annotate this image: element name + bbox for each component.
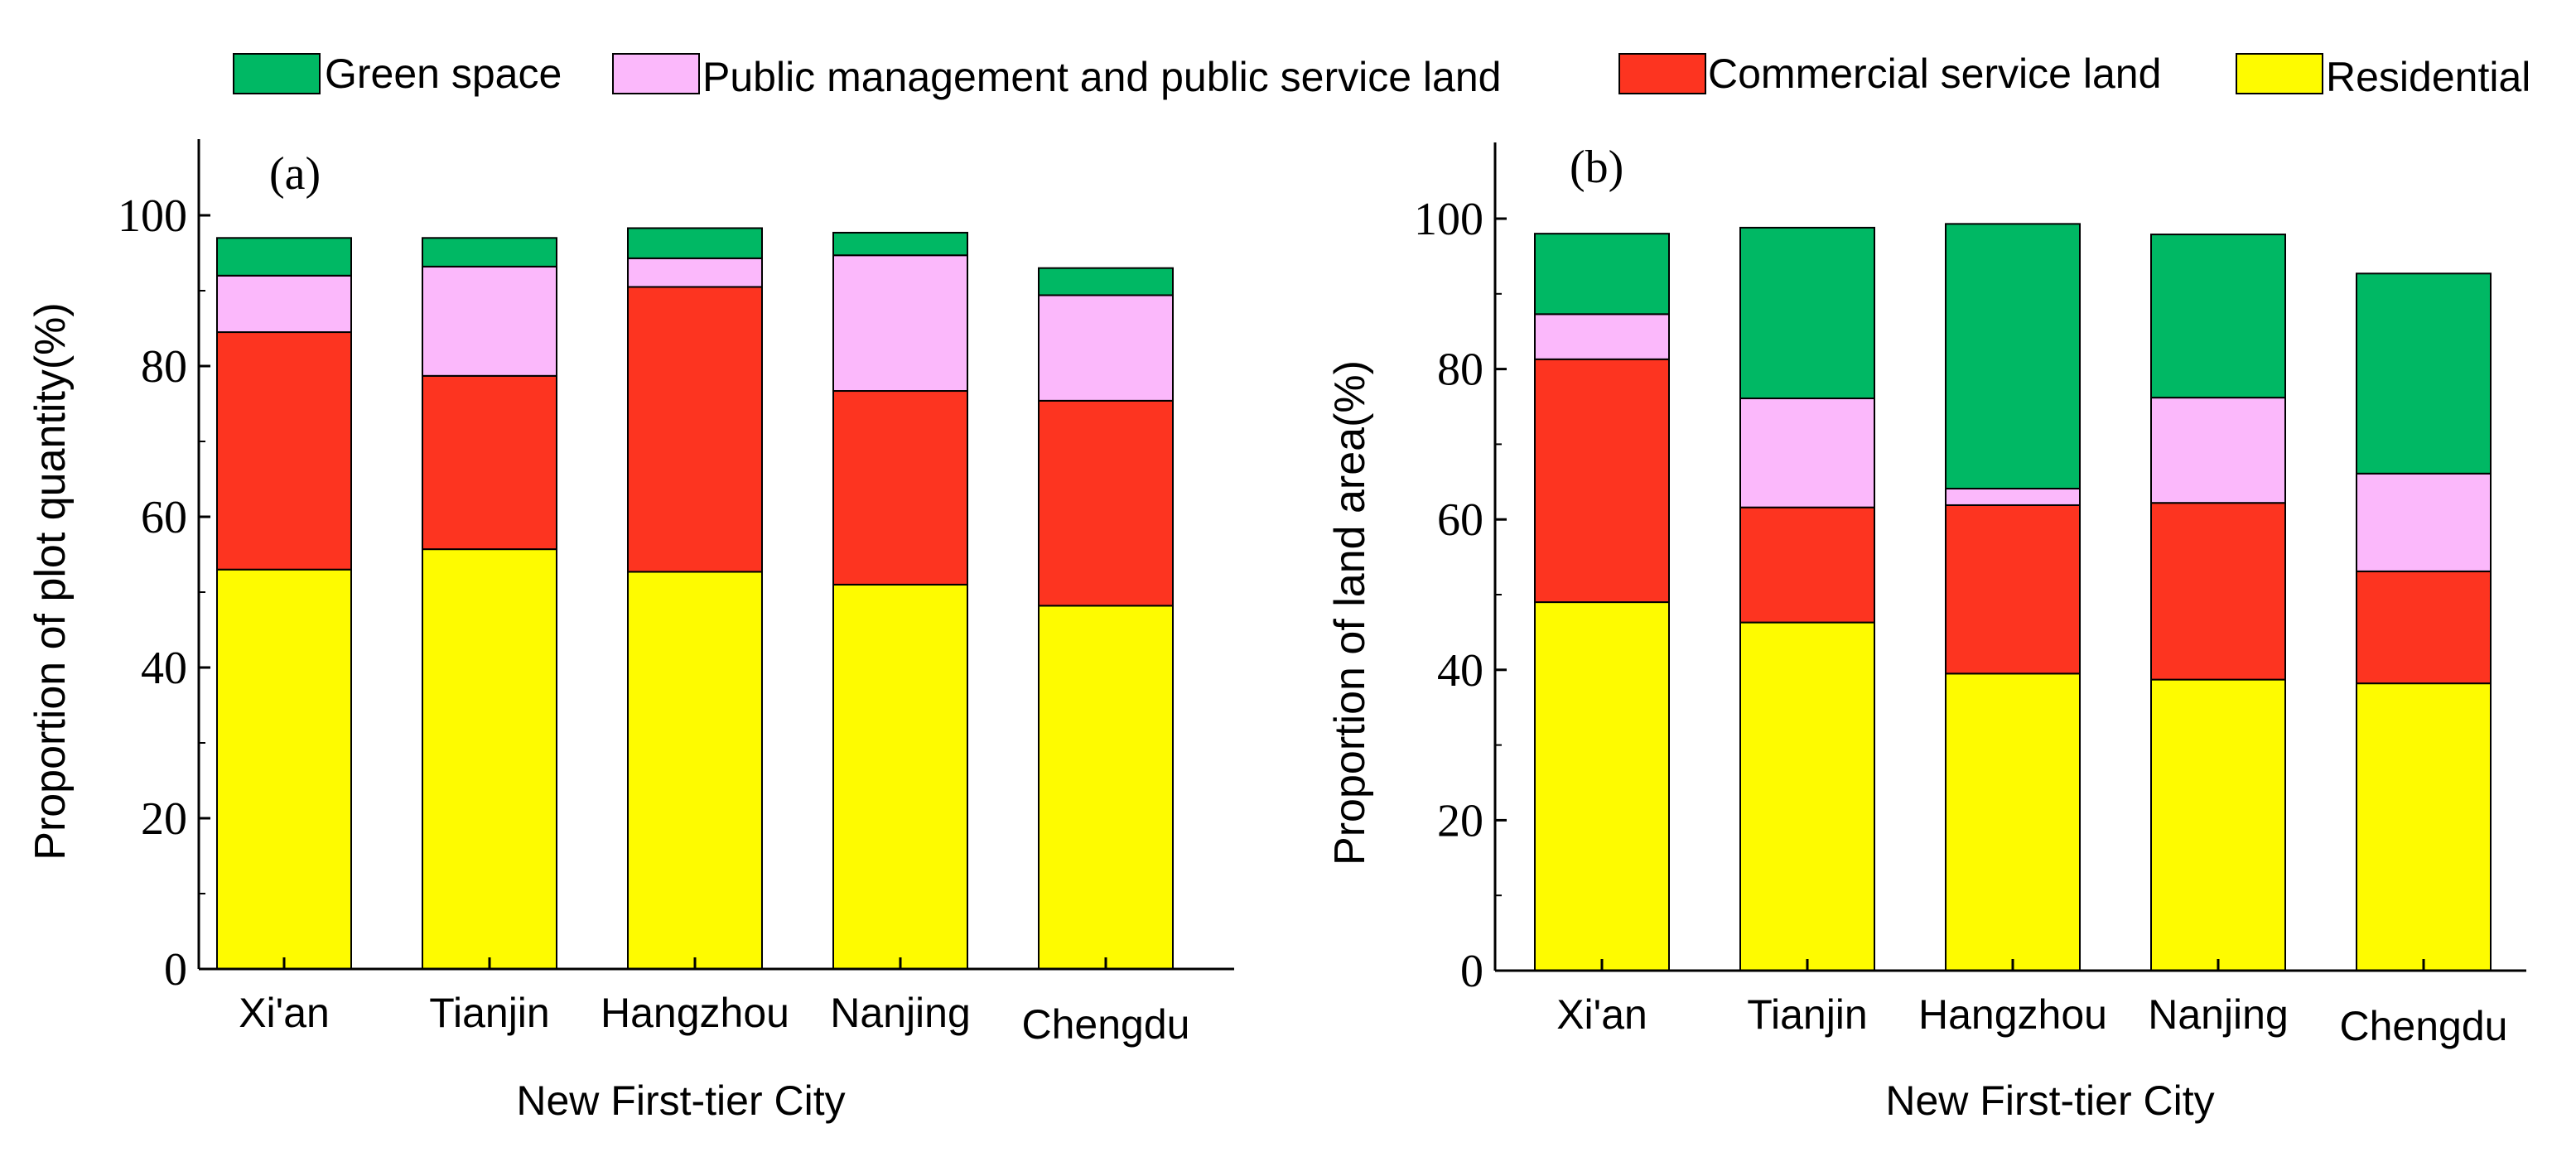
panel-a-x-tick-label-xi-an: Xi'an [239, 990, 330, 1036]
panel-b-bar-hangzhou-residential [1945, 672, 2081, 972]
panel-a-bar-tianjin-commercial-service-land [422, 374, 557, 551]
panel-a-x-tick-label-tianjin: Tianjin [429, 990, 549, 1036]
panel-a-y-tick-label-60: 60 [141, 492, 187, 543]
panel-b-bar-xi-an-green-space [1534, 233, 1670, 316]
panel-b-axes [1493, 142, 2526, 972]
panel-b-label: (b) [1570, 142, 1623, 193]
panel-a-bar-chengdu-public-management-and-public-service-land [1038, 294, 1174, 402]
panel-a-y-tick-label-100: 100 [118, 190, 187, 242]
legend-label-residential: Residential [2326, 54, 2530, 100]
panel-a-axes [197, 139, 1234, 971]
panel-b-bar-chengdu-public-management-and-public-service-land [2356, 472, 2492, 572]
legend-label-commercial: Commercial service land [1708, 51, 2161, 97]
panel-b-bar-chengdu-green-space [2356, 272, 2492, 475]
panel-a-bar-nanjing-green-space [832, 231, 968, 257]
panel-b-y-axis-title: Proportion of land area(%) [1326, 360, 1374, 865]
legend-item-public-land: Public management and public service lan… [612, 53, 1501, 100]
panel-b-bar-nanjing-green-space [2150, 234, 2286, 399]
panel-b-y-tick-label-20: 20 [1437, 795, 1483, 846]
legend: Green space Public management and public… [233, 51, 2530, 100]
panel-b-y-tick-label-0: 0 [1460, 946, 1483, 997]
panel-b-bar-nanjing-residential [2150, 678, 2286, 971]
panel-a-bar-tianjin-residential [422, 548, 557, 970]
legend-swatch-green-space [233, 53, 321, 94]
legend-label-green-space: Green space [325, 51, 562, 97]
panel-b-bar-tianjin-green-space [1739, 226, 1875, 400]
panel-a-y-tick-label-0: 0 [164, 944, 187, 995]
panel-a-bar-tianjin-green-space [422, 237, 557, 268]
panel-b-bar-xi-an-commercial-service-land [1534, 358, 1670, 604]
panel-b-x-tick-label-tianjin: Tianjin [1747, 991, 1867, 1038]
panel-b-bar-chengdu-commercial-service-land [2356, 570, 2492, 685]
panel-b-x-tick-label-xi-an: Xi'an [1556, 991, 1647, 1038]
legend-item-residential: Residential [2236, 53, 2530, 100]
panel-a-y-tick-label-80: 80 [141, 341, 187, 393]
panel-b-bar-xi-an-residential [1534, 601, 1670, 972]
panel-b-ticks: 0 20 40 60 80 100 Xi'an Tianjin Hangzhou Nanjing C… [1414, 194, 2507, 1049]
panel-a-bar-chengdu-residential [1038, 605, 1174, 970]
panel-a-ticks: 0 20 40 60 80 100 Xi'an Tianjin Hangzhou Nanjing C… [118, 190, 1189, 1048]
legend-swatch-public-land [612, 53, 700, 94]
panel-b-bar-tianjin-residential [1739, 621, 1875, 971]
panel-b-x-tick-label-hangzhou: Hangzhou [1918, 991, 2107, 1038]
panel-a-bar-xi-an-residential [216, 568, 352, 970]
panel-b-x-tick-label-nanjing: Nanjing [2148, 991, 2289, 1038]
panel-b-bar-nanjing-public-management-and-public-service-land [2150, 397, 2286, 504]
panel-a-bar-tianjin-public-management-and-public-service-land [422, 265, 557, 377]
panel-a-y-tick-label-20: 20 [141, 793, 187, 845]
panel-b-bars [1534, 223, 2492, 972]
legend-swatch-residential [2236, 53, 2323, 94]
panel-b-bar-hangzhou-public-management-and-public-service-land [1945, 487, 2081, 506]
panel-b-bar-hangzhou-commercial-service-land [1945, 504, 2081, 675]
panel-a-bar-nanjing-residential [832, 583, 968, 971]
panel-b-y-tick-label-100: 100 [1414, 194, 1483, 245]
panel-a-bar-hangzhou-public-management-and-public-service-land [627, 257, 763, 288]
panel-b-y-tick-label-40: 40 [1437, 645, 1483, 697]
panel-a-bar-hangzhou-green-space [627, 227, 763, 259]
panel-a-bar-hangzhou-residential [627, 571, 763, 970]
panel-a-plot-quantity: 0 20 40 60 80 100 Xi'an Tianjin Hangzhou Nanjing C… [27, 139, 1234, 1124]
panel-a-x-tick-label-chengdu: Chengdu [1022, 1001, 1190, 1048]
legend-swatch-commercial [1618, 53, 1706, 94]
panel-a-bars [216, 227, 1174, 971]
panel-a-x-tick-label-nanjing: Nanjing [830, 990, 971, 1036]
panel-a-bar-nanjing-public-management-and-public-service-land [832, 254, 968, 393]
panel-a-bar-chengdu-commercial-service-land [1038, 399, 1174, 607]
panel-a-bar-hangzhou-commercial-service-land [627, 286, 763, 573]
panel-b-bar-tianjin-commercial-service-land [1739, 506, 1875, 624]
panel-b-bar-nanjing-commercial-service-land [2150, 502, 2286, 681]
panel-b-y-tick-label-60: 60 [1437, 494, 1483, 546]
panel-a-y-tick-label-40: 40 [141, 643, 187, 694]
legend-label-public-land: Public management and public service lan… [702, 54, 1501, 100]
panel-a-bar-xi-an-commercial-service-land [216, 331, 352, 571]
legend-item-green-space: Green space [233, 51, 562, 97]
panel-a-bar-xi-an-green-space [216, 237, 352, 277]
legend-item-commercial: Commercial service land [1618, 51, 2161, 97]
panel-a-bar-nanjing-commercial-service-land [832, 390, 968, 586]
panel-a-bar-xi-an-public-management-and-public-service-land [216, 274, 352, 334]
panel-b-bar-hangzhou-green-space [1945, 223, 2081, 489]
panel-b-bar-chengdu-residential [2356, 682, 2492, 971]
panel-b-bar-xi-an-public-management-and-public-service-land [1534, 313, 1670, 360]
panel-a-x-axis-title: New First-tier City [516, 1077, 845, 1124]
panel-b-bar-tianjin-public-management-and-public-service-land [1739, 398, 1875, 509]
panel-b-y-tick-label-80: 80 [1437, 345, 1483, 396]
panel-b-x-axis-title: New First-tier City [1885, 1077, 2214, 1124]
panel-a-y-axis-title: Proportion of plot quantity(%) [27, 302, 75, 860]
panel-b-x-tick-label-chengdu: Chengdu [2340, 1003, 2508, 1049]
panel-b-land-area: 0 20 40 60 80 100 Xi'an Tianjin Hangzhou Nanjing C… [1326, 142, 2526, 1124]
panel-a-x-tick-label-hangzhou: Hangzhou [601, 990, 789, 1036]
panel-a-bar-chengdu-green-space [1038, 267, 1174, 296]
panel-a-label: (a) [269, 148, 321, 200]
